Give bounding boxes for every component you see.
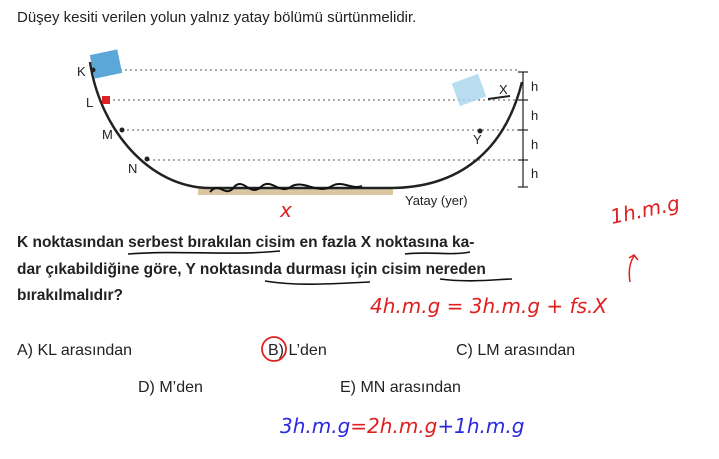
question-line: bırakılmalıdır? <box>17 287 123 304</box>
answer-circle <box>261 336 287 362</box>
option: A) KL arasından <box>17 342 132 359</box>
hand-mark: x <box>279 198 292 222</box>
height-label: h <box>531 166 538 181</box>
height-brackets <box>518 71 528 188</box>
point-label: N <box>128 161 137 176</box>
hand-equation: 3h.m.g=2h.m.g+1h.m.g <box>280 414 524 438</box>
height-label: h <box>531 79 538 94</box>
option: E) MN arasından <box>340 379 461 396</box>
option: B) L’den <box>268 342 327 359</box>
height-label: h <box>531 108 538 123</box>
point <box>119 127 125 133</box>
point <box>144 156 150 162</box>
question-line: K noktasından serbest bırakılan cisim en… <box>17 234 474 251</box>
intro-text: Düşey kesiti verilen yolun yalnız yatay … <box>17 9 416 26</box>
hand-note: 1h.m.g <box>608 191 682 229</box>
hand-term: +1h.m.g <box>437 414 524 438</box>
point-l-marker <box>102 96 110 104</box>
point-label: X <box>499 82 508 97</box>
underlines <box>127 250 513 286</box>
hand-arrow <box>628 254 639 283</box>
point-label: L <box>86 95 93 110</box>
option: C) LM arasından <box>456 342 575 359</box>
point <box>90 67 96 73</box>
hand-equation: 4h.m.g = 3h.m.g + fs.X <box>370 294 608 318</box>
ground-label: Yatay (yer) <box>405 193 468 208</box>
height-label: h <box>531 137 538 152</box>
block-k <box>89 49 123 79</box>
point-label: M <box>102 127 113 142</box>
scribble <box>209 183 363 193</box>
track <box>88 61 524 190</box>
option: D) M’den <box>138 379 203 396</box>
question-line: dar çıkabildiğine göre, Y noktasında dur… <box>17 261 486 278</box>
ground <box>198 188 393 195</box>
point <box>477 128 483 134</box>
x-marker <box>487 95 511 100</box>
block-x <box>451 73 487 107</box>
point-label: Y <box>473 132 482 147</box>
hand-term: 3h.m.g <box>280 414 350 438</box>
point-label: K <box>77 64 86 79</box>
hand-term: =2h.m.g <box>350 414 437 438</box>
level-lines <box>100 69 518 161</box>
